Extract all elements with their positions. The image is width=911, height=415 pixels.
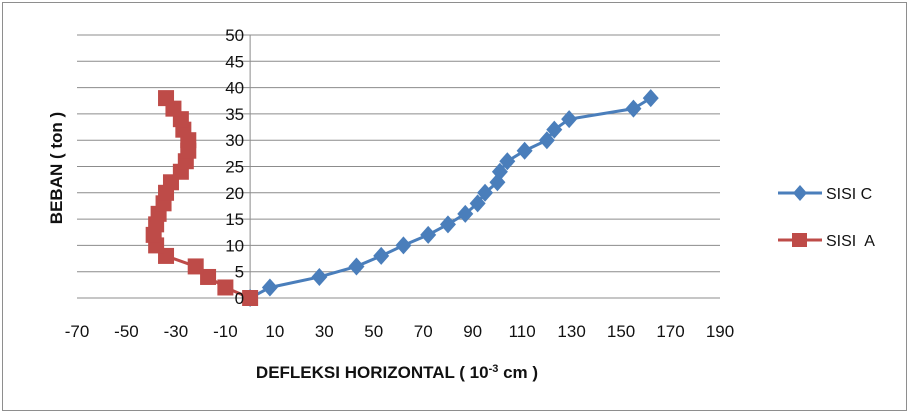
data-point <box>477 183 494 202</box>
x-axis-title: DEFLEKSI HORIZONTAL ( 10-3 cm ) <box>256 363 538 382</box>
data-point <box>373 246 390 265</box>
x-tick-label: -10 <box>213 322 238 341</box>
data-point <box>420 225 437 244</box>
legend: SISI C SISI A <box>778 185 875 250</box>
legend-marker <box>793 185 807 201</box>
x-tick-label: 30 <box>315 322 334 341</box>
legend-marker <box>792 233 807 247</box>
legend-label: SISI A <box>826 233 875 250</box>
series-1 <box>242 89 659 307</box>
gridlines <box>77 34 720 299</box>
x-tick-label: -70 <box>65 322 90 341</box>
y-tick-label: 15 <box>225 210 244 229</box>
data-point <box>469 194 486 213</box>
x-tick-label: 190 <box>706 322 734 341</box>
chart-frame <box>2 2 907 411</box>
y-tick-label: 40 <box>225 79 244 98</box>
data-point <box>395 236 412 255</box>
data-point <box>561 110 578 129</box>
y-tick-label: 25 <box>225 158 244 177</box>
data-point <box>491 162 508 181</box>
data-point <box>311 267 328 286</box>
x-tick-label: 90 <box>463 322 482 341</box>
data-point <box>187 258 204 275</box>
data-point <box>642 89 659 108</box>
x-tick-label: 150 <box>607 322 635 341</box>
tick-labels: 0 5 10 15 20 25 30 35 40 45 50 -70 -50 -30 -10 10 30 50 70… <box>65 26 734 341</box>
data-point <box>348 257 365 276</box>
series-2 <box>145 90 259 306</box>
data-point <box>516 141 533 160</box>
y-tick-label: 5 <box>235 263 244 282</box>
x-tick-label: 50 <box>364 322 383 341</box>
series-layer <box>145 89 659 307</box>
data-point <box>625 99 642 118</box>
x-tick-label: 110 <box>509 322 536 341</box>
x-tick-label: 130 <box>557 322 585 341</box>
data-point <box>546 120 563 139</box>
y-tick-label: 50 <box>225 26 244 45</box>
y-tick-label: 10 <box>225 236 244 255</box>
y-tick-label: 35 <box>225 105 244 124</box>
data-point <box>200 268 217 285</box>
data-point <box>261 278 278 297</box>
data-point <box>457 204 474 223</box>
x-tick-label: 10 <box>265 322 284 341</box>
x-tick-label: -50 <box>114 322 139 341</box>
y-axis-title: BEBAN ( ton ) <box>47 112 66 224</box>
y-tick-label: 45 <box>225 52 244 71</box>
legend-item: SISI C <box>778 185 872 203</box>
x-tick-label: 70 <box>414 322 433 341</box>
legend-item: SISI A <box>778 233 875 250</box>
data-point <box>538 131 555 150</box>
y-tick-label: 20 <box>225 184 244 203</box>
x-tick-label: -30 <box>164 322 189 341</box>
series-line <box>249 96 652 300</box>
data-point <box>499 152 516 171</box>
y-tick-label: 30 <box>225 131 244 150</box>
x-tick-label: 170 <box>656 322 684 341</box>
data-point <box>242 290 259 306</box>
data-point <box>439 215 456 234</box>
y-tick-label: 0 <box>235 289 244 308</box>
data-point <box>217 279 234 296</box>
data-point <box>158 90 175 107</box>
legend-label: SISI C <box>826 186 872 203</box>
